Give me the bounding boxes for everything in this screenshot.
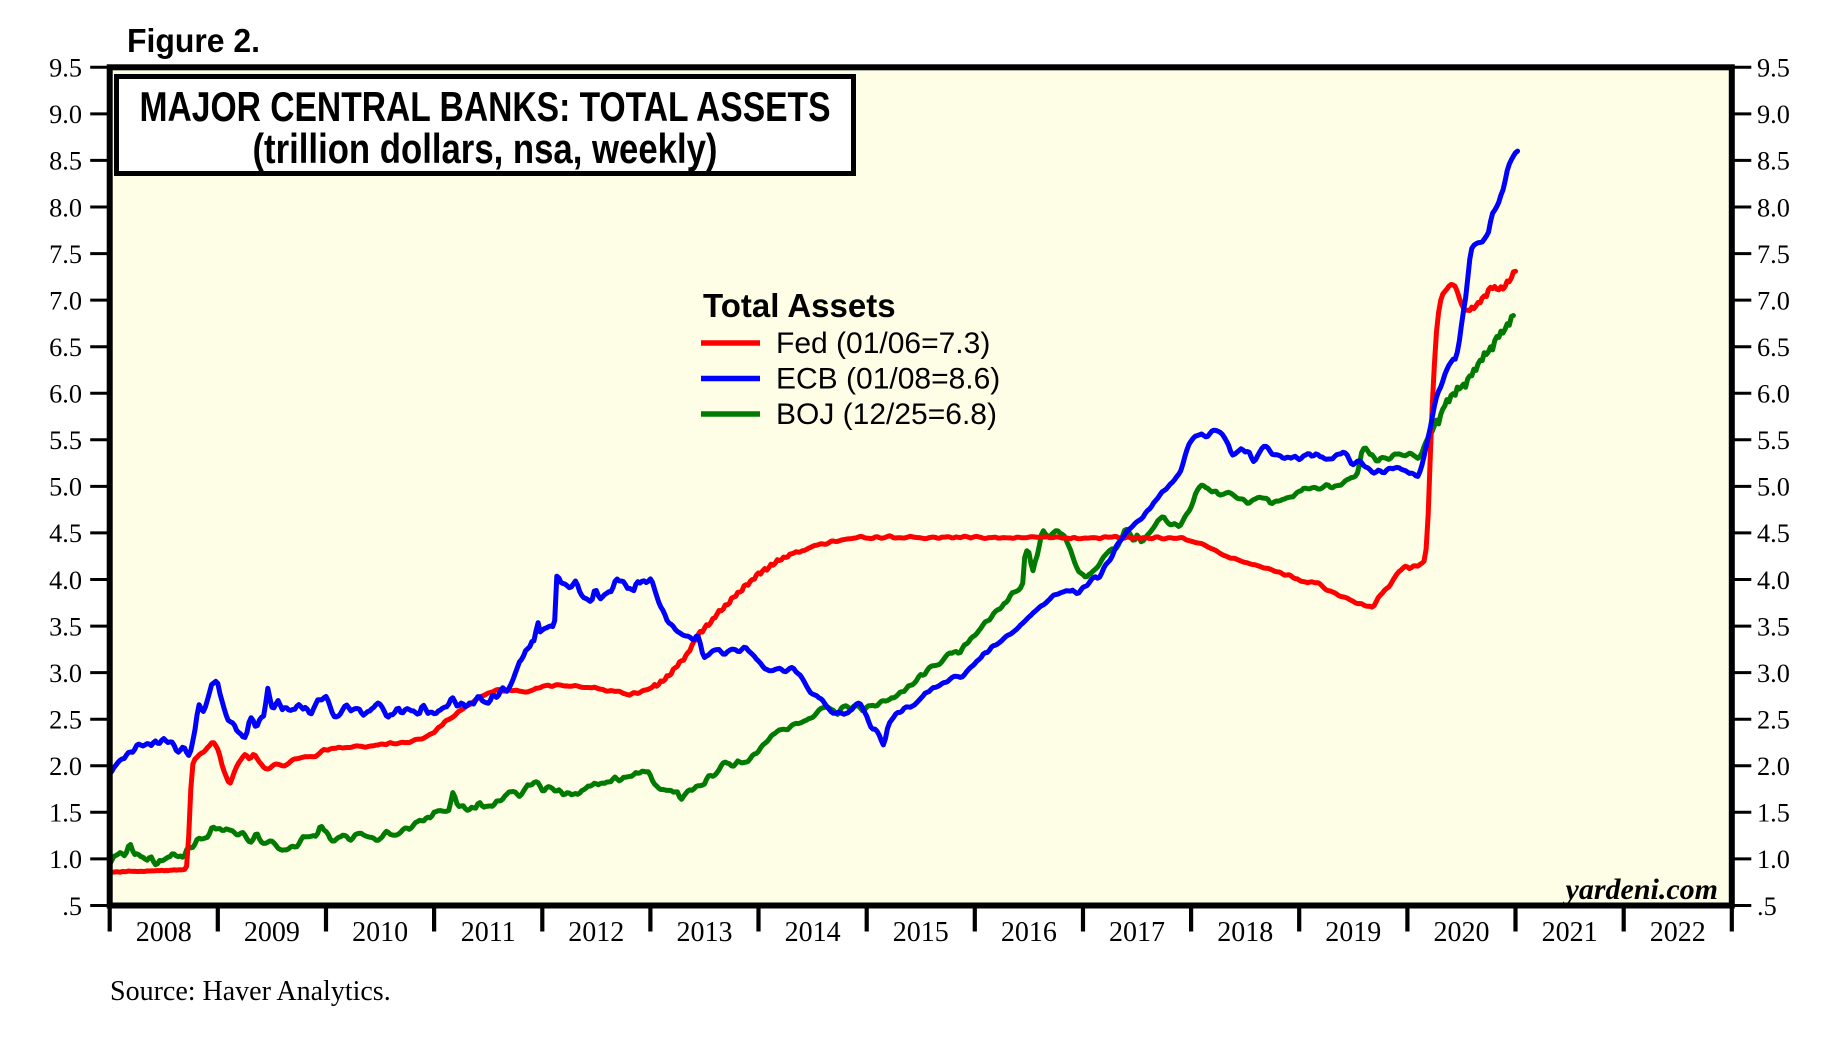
svg-text:4.0: 4.0 [49, 566, 82, 595]
svg-text:2018: 2018 [1217, 917, 1273, 948]
svg-text:(trillion dollars, nsa, weekly: (trillion dollars, nsa, weekly) [253, 125, 718, 172]
svg-text:6.5: 6.5 [49, 333, 82, 362]
svg-text:5.5: 5.5 [49, 426, 82, 455]
svg-text:3.0: 3.0 [1757, 659, 1790, 688]
svg-text:4.0: 4.0 [1757, 566, 1790, 595]
svg-text:2.0: 2.0 [49, 752, 82, 781]
svg-text:yardeni.com: yardeni.com [1563, 873, 1718, 906]
svg-text:9.0: 9.0 [1757, 100, 1790, 129]
svg-text:3.0: 3.0 [49, 659, 82, 688]
svg-text:7.0: 7.0 [49, 286, 82, 315]
svg-text:8.0: 8.0 [49, 193, 82, 222]
svg-text:8.5: 8.5 [49, 147, 82, 176]
svg-text:2012: 2012 [568, 917, 624, 948]
svg-text:2016: 2016 [1001, 917, 1057, 948]
svg-text:2008: 2008 [136, 917, 192, 948]
svg-text:Source: Haver Analytics.: Source: Haver Analytics. [110, 976, 391, 1007]
svg-text:.5: .5 [1757, 892, 1777, 921]
svg-text:2020: 2020 [1434, 917, 1490, 948]
svg-text:5.0: 5.0 [1757, 473, 1790, 502]
svg-text:4.5: 4.5 [49, 519, 82, 548]
svg-text:2022: 2022 [1650, 917, 1706, 948]
svg-text:Total Assets: Total Assets [703, 287, 896, 324]
svg-text:8.5: 8.5 [1757, 147, 1790, 176]
svg-text:6.5: 6.5 [1757, 333, 1790, 362]
svg-text:2013: 2013 [677, 917, 733, 948]
svg-text:2015: 2015 [893, 917, 949, 948]
svg-text:6.0: 6.0 [49, 380, 82, 409]
svg-text:2.5: 2.5 [1757, 706, 1790, 735]
svg-text:9.5: 9.5 [1757, 54, 1790, 83]
svg-text:1.0: 1.0 [49, 845, 82, 874]
svg-text:1.0: 1.0 [1757, 845, 1790, 874]
svg-text:2010: 2010 [352, 917, 408, 948]
svg-text:3.5: 3.5 [49, 612, 82, 641]
svg-text:9.5: 9.5 [49, 54, 82, 83]
svg-text:7.5: 7.5 [1757, 240, 1790, 269]
svg-text:2.5: 2.5 [49, 706, 82, 735]
svg-text:7.5: 7.5 [49, 240, 82, 269]
svg-text:2014: 2014 [785, 917, 841, 948]
svg-text:2.0: 2.0 [1757, 752, 1790, 781]
svg-text:6.0: 6.0 [1757, 380, 1790, 409]
svg-text:2019: 2019 [1325, 917, 1381, 948]
svg-text:2009: 2009 [244, 917, 300, 948]
svg-text:5.0: 5.0 [49, 473, 82, 502]
svg-text:.5: .5 [62, 892, 82, 921]
svg-text:BOJ (12/25=6.8): BOJ (12/25=6.8) [776, 398, 997, 431]
svg-text:3.5: 3.5 [1757, 612, 1790, 641]
svg-text:Fed (01/06=7.3): Fed (01/06=7.3) [776, 327, 990, 360]
svg-text:9.0: 9.0 [49, 100, 82, 129]
svg-text:ECB (01/08=8.6): ECB (01/08=8.6) [776, 363, 1000, 396]
svg-text:5.5: 5.5 [1757, 426, 1790, 455]
svg-text:2011: 2011 [461, 917, 516, 948]
svg-text:7.0: 7.0 [1757, 286, 1790, 315]
svg-text:1.5: 1.5 [1757, 799, 1790, 828]
svg-text:MAJOR CENTRAL BANKS: TOTAL ASS: MAJOR CENTRAL BANKS: TOTAL ASSETS [140, 83, 831, 130]
svg-text:2017: 2017 [1109, 917, 1165, 948]
svg-text:8.0: 8.0 [1757, 193, 1790, 222]
svg-text:Figure 2.: Figure 2. [127, 22, 260, 59]
svg-text:2021: 2021 [1542, 917, 1598, 948]
svg-text:1.5: 1.5 [49, 799, 82, 828]
svg-text:4.5: 4.5 [1757, 519, 1790, 548]
